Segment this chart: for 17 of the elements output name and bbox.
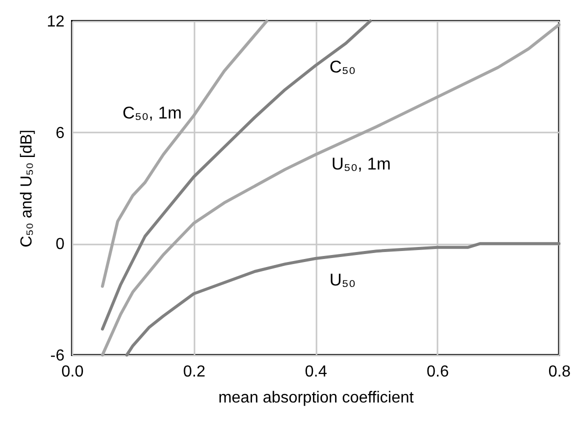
x-tick-label: 0.8 [548, 364, 571, 380]
series-label: U₅₀, 1m [332, 154, 391, 174]
x-tick-label: 0.2 [183, 364, 206, 380]
series-label: U₅₀ [330, 270, 356, 290]
y-tick-label: 6 [56, 124, 65, 142]
x-tick-label: 0.4 [304, 364, 328, 380]
y-axis-title: C₅₀ and U₅₀ [dB] [18, 130, 36, 248]
line-series [100, 20, 268, 288]
y-tick-label: 12 [46, 14, 65, 30]
series-label: C₅₀ [330, 58, 356, 77]
x-tick-label: 0.6 [426, 364, 449, 380]
y-tick-label: -6 [50, 348, 65, 364]
x-axis-title: mean absorption coefficient [218, 390, 414, 406]
series-label: C₅₀, 1m [122, 104, 182, 123]
line-series [125, 242, 560, 356]
x-tick-label: 0.0 [61, 364, 84, 380]
y-tick-label: 0 [56, 236, 65, 254]
